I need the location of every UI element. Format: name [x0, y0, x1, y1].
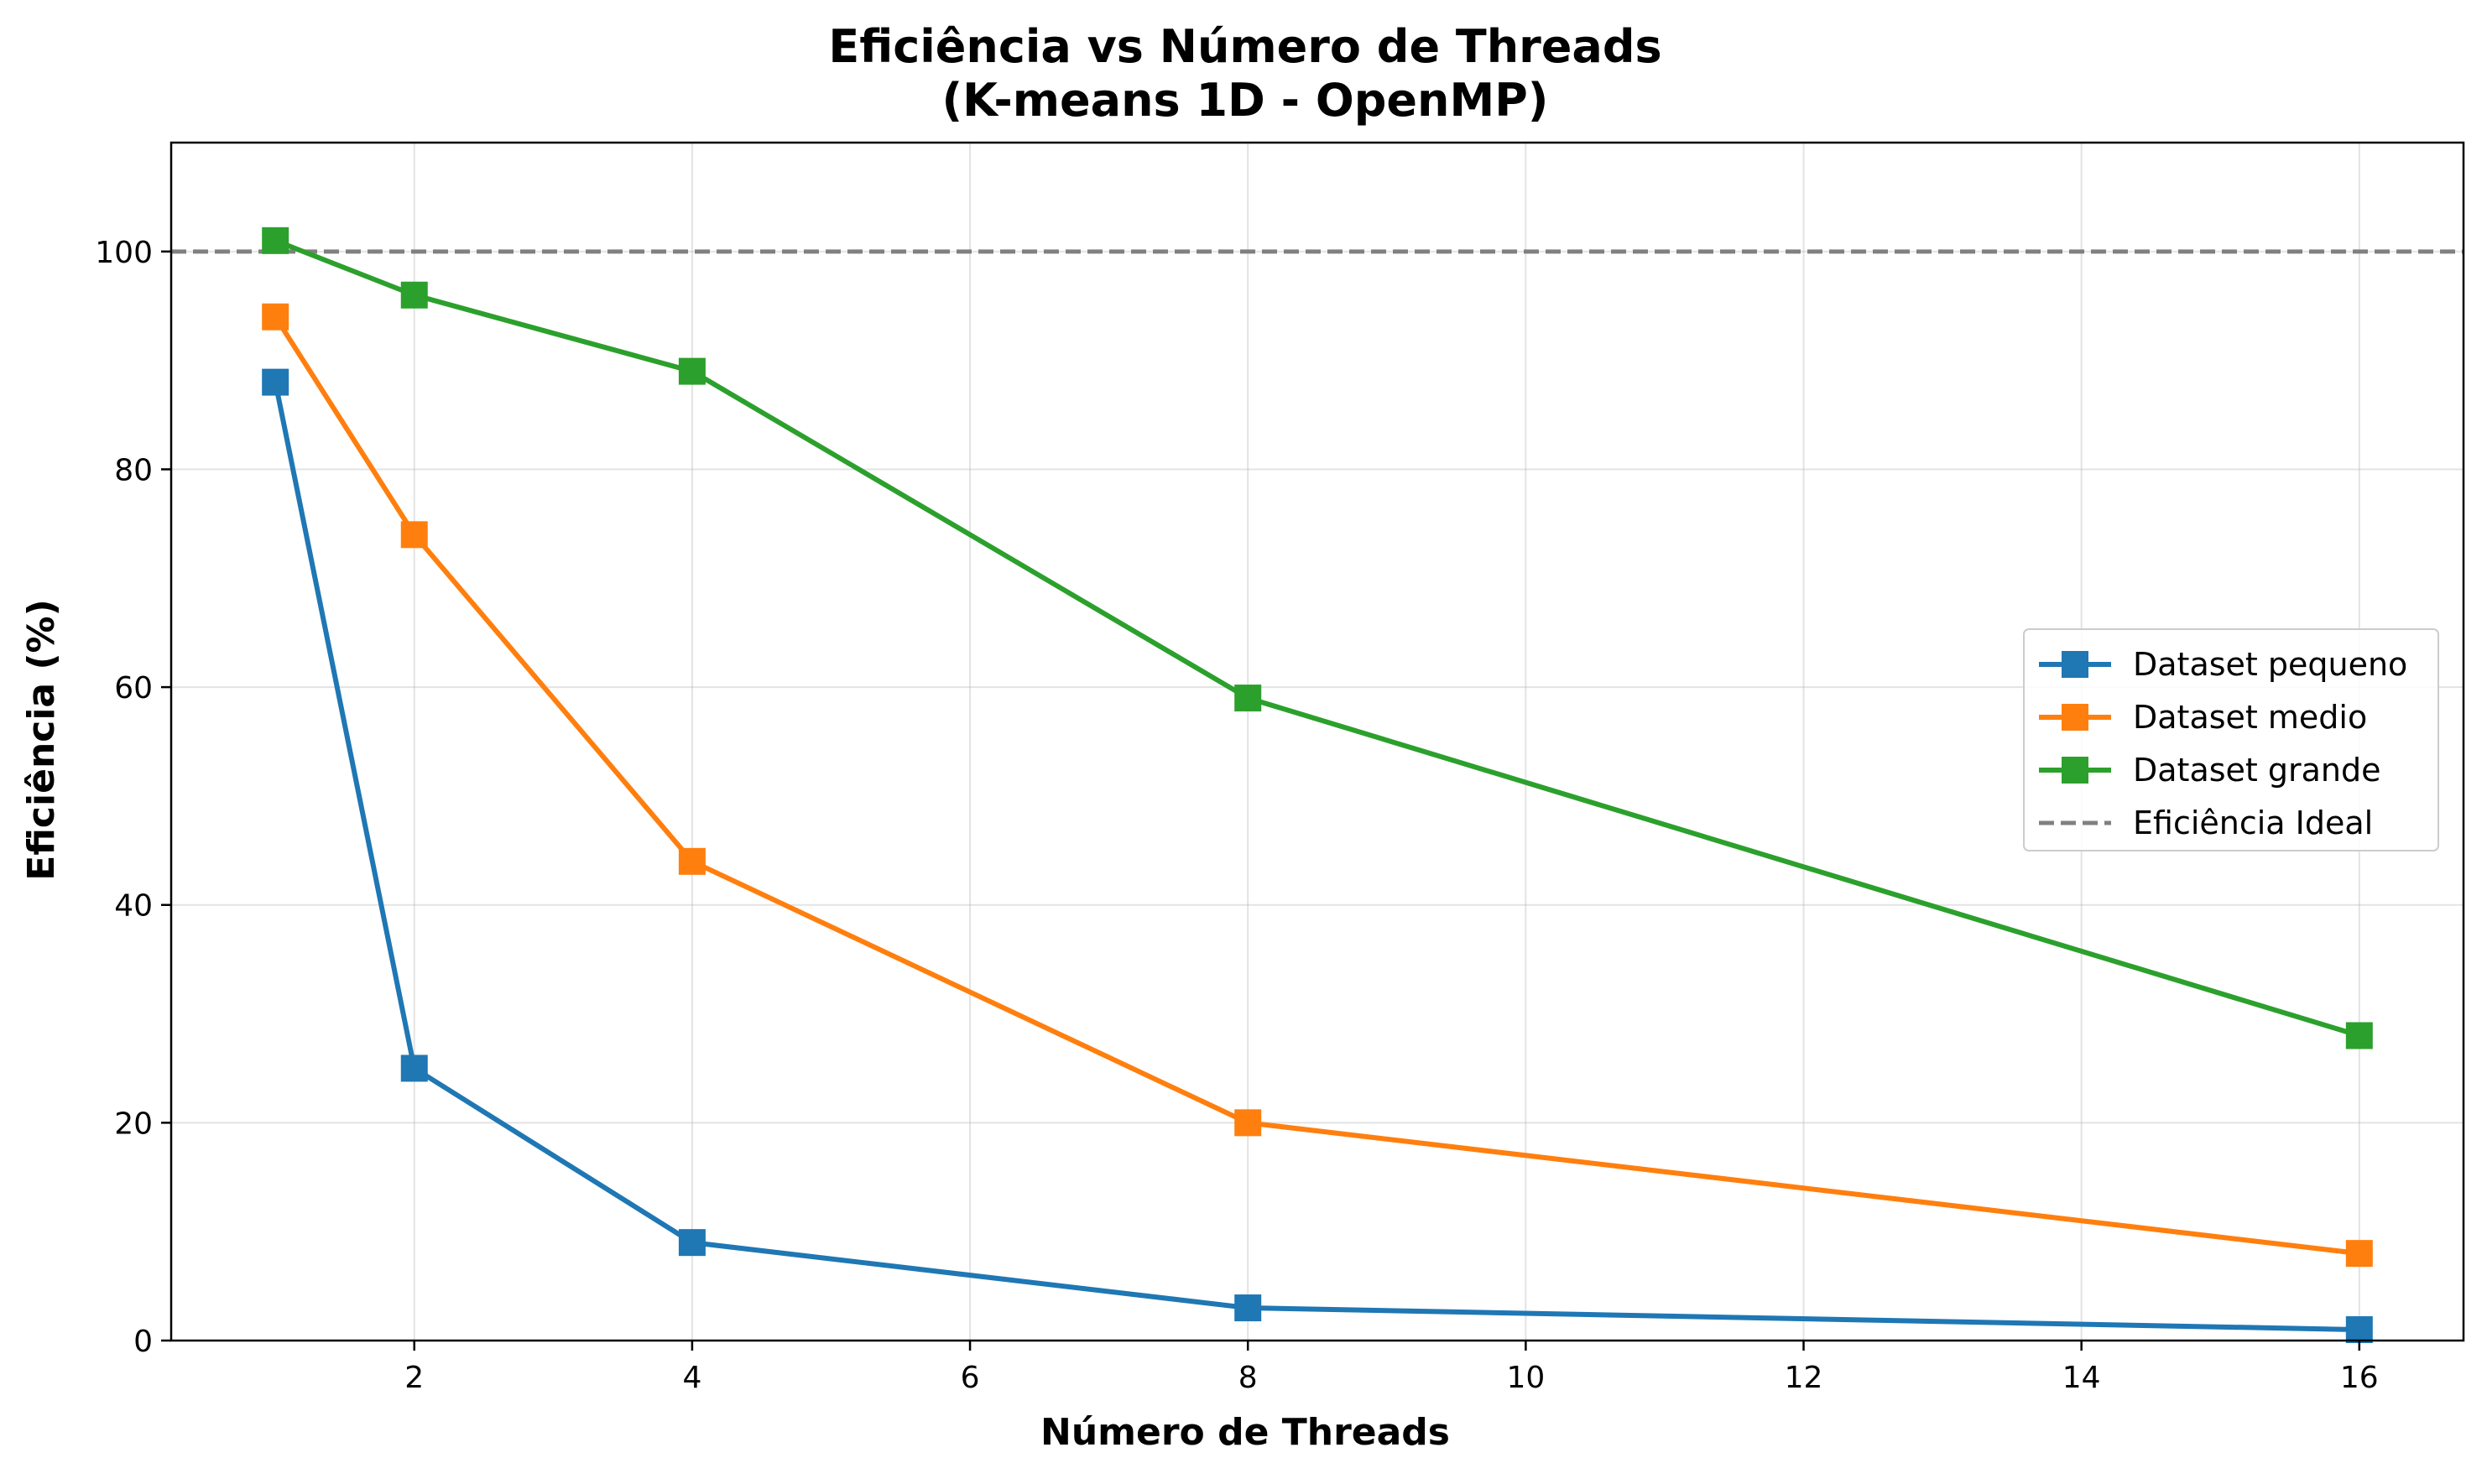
plot-area-frame — [169, 141, 2465, 1342]
y-axis-label: Eficiência (%) — [20, 599, 63, 880]
x-tick-label: 14 — [2062, 1361, 2101, 1395]
ticks: 2 4 6 8 10 12 14 16 0 20 40 60 80 100 — [95, 236, 2378, 1395]
data-point-marker — [1234, 685, 1262, 712]
legend-marker-swatch — [2062, 757, 2088, 784]
data-point-marker — [2345, 1316, 2373, 1344]
legend-marker-swatch — [2062, 704, 2088, 731]
data-point-marker — [678, 357, 706, 385]
data-point-marker — [2345, 1240, 2373, 1268]
x-axis-label: Número de Threads — [1040, 1411, 1450, 1454]
y-tick-label: 100 — [95, 236, 153, 270]
y-tick-label: 20 — [114, 1106, 153, 1141]
y-tick-label: 60 — [114, 671, 153, 706]
data-point-marker — [678, 847, 706, 875]
series-1 — [262, 368, 2373, 1344]
legend-label: Dataset grande — [2133, 752, 2381, 789]
legend-item: Eficiência Ideal — [2039, 804, 2373, 841]
legend-label: Dataset pequeno — [2133, 646, 2407, 683]
legend-marker-swatch — [2062, 651, 2088, 678]
data-point-marker — [400, 1054, 428, 1082]
y-tick-label: 0 — [133, 1325, 153, 1359]
data-point-marker — [678, 1229, 706, 1257]
y-tick-label: 80 — [114, 453, 153, 487]
x-tick-label: 12 — [1785, 1361, 1823, 1395]
legend-label: Eficiência Ideal — [2133, 804, 2373, 841]
data-point-marker — [262, 368, 289, 396]
series-group — [262, 227, 2373, 1344]
y-tick-label: 40 — [114, 889, 153, 924]
series-line — [273, 382, 2359, 1333]
data-point-marker — [262, 227, 289, 254]
x-tick-label: 6 — [961, 1361, 980, 1395]
x-tick-label: 4 — [682, 1361, 701, 1395]
data-point-marker — [262, 303, 289, 331]
legend-item: Dataset grande — [2039, 752, 2381, 789]
data-point-marker — [400, 521, 428, 549]
data-point-marker — [400, 281, 428, 309]
legend-box — [2023, 628, 2439, 851]
x-tick-label: 8 — [1238, 1361, 1258, 1395]
chart-title-line-2: (K-means 1D - OpenMP) — [942, 74, 1549, 127]
x-tick-label: 16 — [2340, 1361, 2379, 1395]
data-point-marker — [2345, 1022, 2373, 1049]
legend: Dataset pequeno Dataset medio Dataset gran… — [2023, 628, 2439, 851]
data-point-marker — [1234, 1109, 1262, 1137]
series-3 — [262, 227, 2373, 1049]
legend-label: Dataset medio — [2133, 699, 2367, 736]
x-tick-label: 2 — [404, 1361, 424, 1395]
data-point-marker — [1234, 1294, 1262, 1322]
legend-item: Dataset medio — [2039, 699, 2367, 736]
series-2 — [262, 303, 2373, 1268]
chart-title-line-1: Eficiência vs Número de Threads — [828, 20, 1661, 73]
x-tick-label: 10 — [1506, 1361, 1545, 1395]
legend-item: Dataset pequeno — [2039, 646, 2407, 683]
